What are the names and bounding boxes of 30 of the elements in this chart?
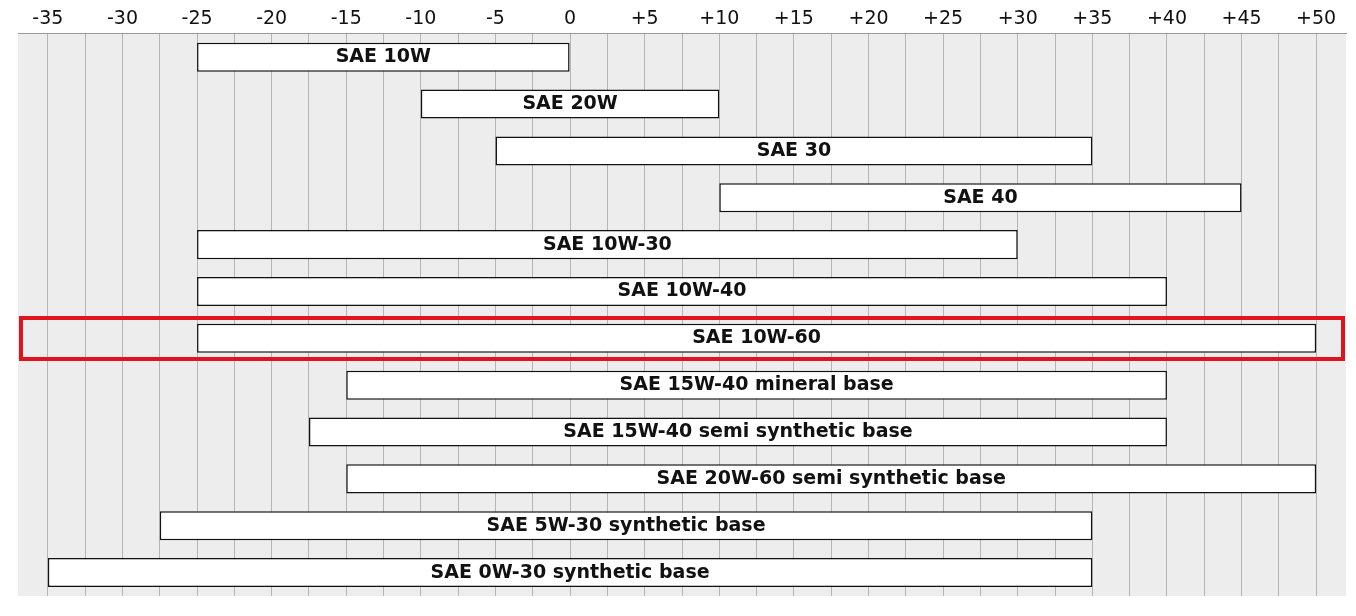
x-tick-label: +20: [848, 6, 889, 29]
x-tick-label: +30: [997, 6, 1038, 29]
x-tick-label: +25: [923, 6, 964, 29]
x-tick-label: 0: [564, 6, 577, 29]
x-tick-label: +40: [1146, 6, 1187, 29]
y-tick-label: SAE 10W-40: [617, 278, 747, 301]
y-tick-label: SAE 30: [756, 137, 832, 160]
x-tick-label: -5: [486, 6, 505, 29]
y-tick-label: SAE 20W: [522, 91, 618, 114]
y-tick-label: SAE 0W-30 synthetic base: [430, 559, 710, 582]
x-tick-label: +5: [630, 6, 659, 29]
y-tick-label: SAE 15W-40 mineral base: [619, 372, 894, 395]
y-tick-label: SAE 15W-40 semi synthetic base: [563, 418, 913, 441]
x-tick-label: -15: [330, 6, 362, 29]
x-tick-label: -20: [256, 6, 288, 29]
y-tick-label: SAE 5W-30 synthetic base: [486, 512, 766, 535]
x-tick-label: -10: [405, 6, 437, 29]
y-tick-label: SAE 20W-60 semi synthetic base: [656, 465, 1006, 488]
x-tick-label: +10: [699, 6, 740, 29]
y-tick-label: SAE 40: [943, 184, 1018, 207]
y-tick-label: SAE 10W-30: [542, 231, 672, 254]
y-tick-label: SAE 10W: [335, 44, 432, 67]
x-tick-label: -30: [106, 6, 138, 29]
x-tick-label: -35: [32, 6, 64, 29]
x-tick-label: -25: [181, 6, 213, 29]
x-tick-label: +50: [1296, 6, 1337, 29]
x-tick-label: +35: [1072, 6, 1113, 29]
x-tick-label: +45: [1221, 6, 1262, 29]
y-tick-label: SAE 10W-60: [692, 325, 822, 348]
x-tick-label: +15: [773, 6, 814, 29]
